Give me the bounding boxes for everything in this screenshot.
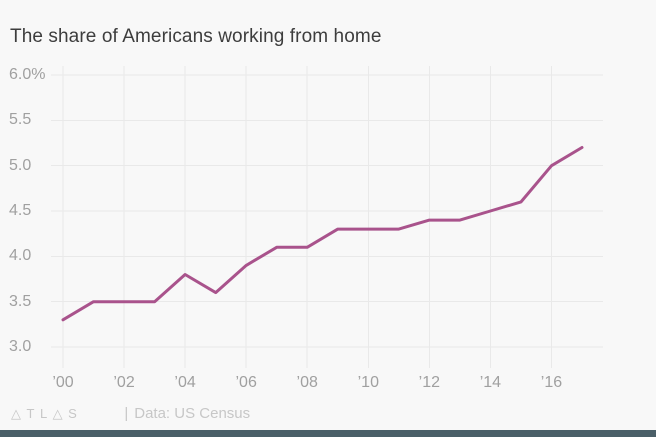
bottom-accent-bar bbox=[0, 430, 656, 437]
x-tick-label: ’00 bbox=[52, 374, 74, 391]
x-tick-label: ’02 bbox=[113, 374, 135, 391]
chart-footer: △TL△S | Data: US Census bbox=[11, 405, 641, 422]
x-tick-label: ’12 bbox=[418, 374, 441, 391]
y-tick-label: 4.0 bbox=[9, 247, 32, 265]
source-credit: | Data: US Census bbox=[124, 405, 250, 422]
y-tick-label: 4.5 bbox=[9, 202, 32, 219]
x-tick-label: ’06 bbox=[235, 374, 257, 391]
series-line bbox=[61, 146, 584, 322]
y-tick-label: 3.5 bbox=[9, 292, 32, 310]
x-tick-label: ’16 bbox=[540, 374, 563, 391]
x-tick-label: ’14 bbox=[479, 374, 502, 391]
source-text: Data: US Census bbox=[134, 405, 251, 422]
x-tick-label: ’04 bbox=[174, 374, 196, 391]
x-tick-label: ’08 bbox=[296, 374, 318, 391]
y-tick-label: 5.0 bbox=[9, 156, 32, 174]
y-tick-label: 5.5 bbox=[9, 111, 32, 129]
x-tick-label: ’10 bbox=[357, 374, 379, 391]
chart-title: The share of Americans working from home bbox=[10, 26, 382, 47]
y-tick-label: 6.0% bbox=[9, 66, 46, 83]
source-divider: | bbox=[124, 405, 129, 422]
atlas-logo: △TL△S bbox=[11, 406, 83, 421]
y-tick-label: 3.0 bbox=[9, 338, 32, 355]
